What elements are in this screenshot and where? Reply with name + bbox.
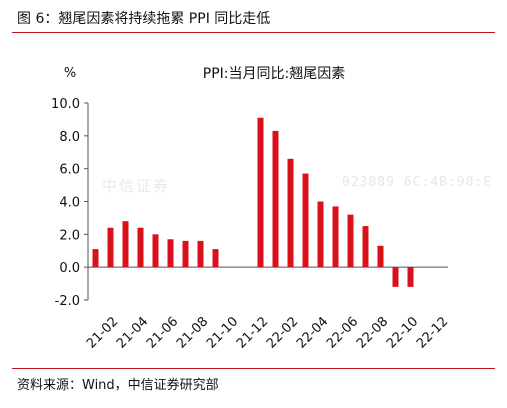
bar-21-05 <box>152 234 159 268</box>
x-tick-label: 21-10 <box>204 314 241 351</box>
bar-21-03 <box>122 221 129 268</box>
y-tick-label: 6.0 <box>59 163 80 178</box>
source-note: 资料来源：Wind，中信证券研究部 <box>17 378 219 393</box>
x-tick-label: 21-06 <box>144 314 181 351</box>
x-tick-label: 21-02 <box>84 314 121 351</box>
y-tick-label: 0.0 <box>59 261 80 276</box>
watermark-left: 中信证券 <box>102 177 171 195</box>
watermark-right: 023889 6C:4B:90:E <box>342 175 493 190</box>
y-tick-label: 10.0 <box>51 97 80 112</box>
x-tick-label: 22-08 <box>354 314 391 351</box>
x-tick-label: 22-04 <box>294 314 331 351</box>
chart-title: PPI:当月同比:翘尾因素 <box>203 66 345 82</box>
y-axis-unit: % <box>64 66 76 81</box>
bar-21-06 <box>167 239 174 268</box>
y-tick-label: 8.0 <box>59 130 80 145</box>
bar-21-08 <box>197 240 204 268</box>
bar-22-08 <box>377 245 384 268</box>
x-tick-label: 22-06 <box>324 314 361 351</box>
bar-21-09 <box>212 249 219 268</box>
bar-21-04 <box>137 227 144 268</box>
bar-22-10 <box>407 267 414 287</box>
x-tick-label: 21-08 <box>174 314 211 351</box>
y-tick-label: -2.0 <box>55 294 80 309</box>
bar-21-01 <box>92 249 99 268</box>
bar-22-03 <box>302 173 309 268</box>
bar-22-04 <box>317 201 324 268</box>
x-tick-label: 21-12 <box>234 314 271 351</box>
bar-22-01 <box>272 130 279 268</box>
bar-22-09 <box>392 267 399 287</box>
bar-22-05 <box>332 206 339 268</box>
bar-21-07 <box>182 240 189 268</box>
bar-22-07 <box>362 226 369 268</box>
bar-21-12 <box>257 117 264 268</box>
bar-chart: PPI:当月同比:翘尾因素% -2.0 0.0 2.0 4.0 6.0 8.0 10.0 21-… <box>51 66 451 352</box>
y-tick-label: 2.0 <box>59 228 80 243</box>
x-tick-label: 22-02 <box>264 314 301 351</box>
bar-22-02 <box>287 158 294 268</box>
x-tick-label: 22-12 <box>414 314 451 351</box>
figure-title: 图 6：翘尾因素将持续拖累 PPI 同比走低 <box>17 11 271 27</box>
x-tick-label: 22-10 <box>384 314 421 351</box>
bar-22-06 <box>347 214 354 268</box>
top-rule <box>12 32 495 33</box>
bar-21-02 <box>107 227 114 268</box>
y-tick-label: 4.0 <box>59 196 80 211</box>
x-tick-label: 21-04 <box>114 314 151 351</box>
bottom-rule <box>12 368 495 369</box>
